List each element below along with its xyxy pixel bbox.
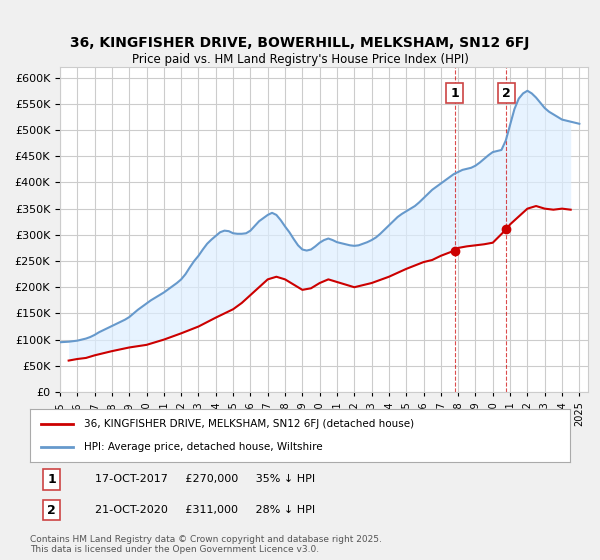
Text: 2: 2 <box>502 87 511 100</box>
Text: HPI: Average price, detached house, Wiltshire: HPI: Average price, detached house, Wilt… <box>84 442 323 452</box>
Text: 17-OCT-2017     £270,000     35% ↓ HPI: 17-OCT-2017 £270,000 35% ↓ HPI <box>95 474 315 484</box>
Text: Price paid vs. HM Land Registry's House Price Index (HPI): Price paid vs. HM Land Registry's House … <box>131 53 469 66</box>
Text: 1: 1 <box>47 473 56 486</box>
Text: 1: 1 <box>450 87 459 100</box>
Text: 21-OCT-2020     £311,000     28% ↓ HPI: 21-OCT-2020 £311,000 28% ↓ HPI <box>95 505 315 515</box>
Text: 36, KINGFISHER DRIVE, MELKSHAM, SN12 6FJ (detached house): 36, KINGFISHER DRIVE, MELKSHAM, SN12 6FJ… <box>84 419 414 429</box>
Text: 36, KINGFISHER DRIVE, BOWERHILL, MELKSHAM, SN12 6FJ: 36, KINGFISHER DRIVE, BOWERHILL, MELKSHA… <box>70 36 530 50</box>
Text: 2: 2 <box>47 503 56 517</box>
Text: Contains HM Land Registry data © Crown copyright and database right 2025.
This d: Contains HM Land Registry data © Crown c… <box>30 535 382 554</box>
